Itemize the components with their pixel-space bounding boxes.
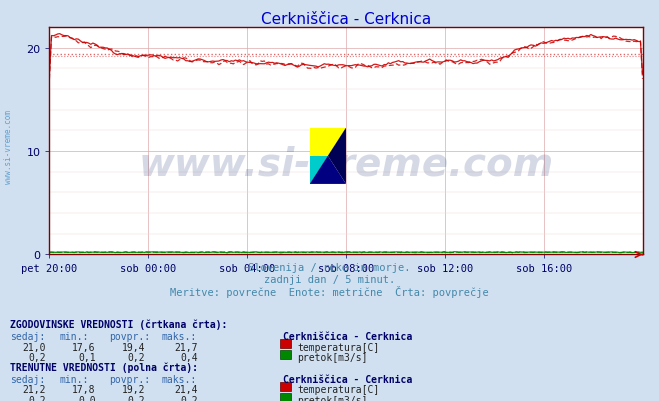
Polygon shape — [328, 128, 346, 184]
Text: pretok[m3/s]: pretok[m3/s] — [297, 352, 368, 362]
Text: min.:: min.: — [59, 331, 89, 341]
Title: Cerkniščica - Cerknica: Cerkniščica - Cerknica — [261, 12, 431, 27]
Text: 0,2: 0,2 — [28, 352, 46, 362]
Text: 21,2: 21,2 — [22, 384, 46, 394]
Text: temperatura[C]: temperatura[C] — [297, 342, 380, 352]
Text: 0,1: 0,1 — [78, 352, 96, 362]
Text: Meritve: povrečne  Enote: metrične  Črta: povprečje: Meritve: povrečne Enote: metrične Črta: … — [170, 285, 489, 297]
Text: 21,0: 21,0 — [22, 342, 46, 352]
Text: 19,2: 19,2 — [121, 384, 145, 394]
Text: 21,7: 21,7 — [174, 342, 198, 352]
Text: 0,0: 0,0 — [78, 395, 96, 401]
Text: povpr.:: povpr.: — [109, 331, 150, 341]
Text: 0,2: 0,2 — [127, 352, 145, 362]
Text: povpr.:: povpr.: — [109, 374, 150, 384]
Text: pretok[m3/s]: pretok[m3/s] — [297, 395, 368, 401]
Polygon shape — [310, 156, 346, 184]
Text: maks.:: maks.: — [161, 331, 196, 341]
Text: 0,2: 0,2 — [28, 395, 46, 401]
Text: ZGODOVINSKE VREDNOSTI (črtkana črta):: ZGODOVINSKE VREDNOSTI (črtkana črta): — [10, 319, 227, 329]
Text: 0,2: 0,2 — [127, 395, 145, 401]
Text: TRENUTNE VREDNOSTI (polna črta):: TRENUTNE VREDNOSTI (polna črta): — [10, 362, 198, 372]
Text: Cerkniščica - Cerknica: Cerkniščica - Cerknica — [283, 374, 413, 384]
Text: min.:: min.: — [59, 374, 89, 384]
Text: sedaj:: sedaj: — [10, 374, 45, 384]
Text: sedaj:: sedaj: — [10, 331, 45, 341]
Text: zadnji dan / 5 minut.: zadnji dan / 5 minut. — [264, 274, 395, 284]
Text: 19,4: 19,4 — [121, 342, 145, 352]
Text: 0,2: 0,2 — [180, 395, 198, 401]
Text: 17,8: 17,8 — [72, 384, 96, 394]
Text: www.si-vreme.com: www.si-vreme.com — [4, 109, 13, 183]
Text: temperatura[C]: temperatura[C] — [297, 384, 380, 394]
Text: 21,4: 21,4 — [174, 384, 198, 394]
Text: www.si-vreme.com: www.si-vreme.com — [138, 145, 554, 183]
Text: maks.:: maks.: — [161, 374, 196, 384]
Text: Slovenija / reke in morje.: Slovenija / reke in morje. — [248, 263, 411, 273]
Polygon shape — [310, 128, 346, 156]
Polygon shape — [310, 156, 328, 184]
Text: Cerkniščica - Cerknica: Cerkniščica - Cerknica — [283, 331, 413, 341]
Text: 0,4: 0,4 — [180, 352, 198, 362]
Text: 17,6: 17,6 — [72, 342, 96, 352]
